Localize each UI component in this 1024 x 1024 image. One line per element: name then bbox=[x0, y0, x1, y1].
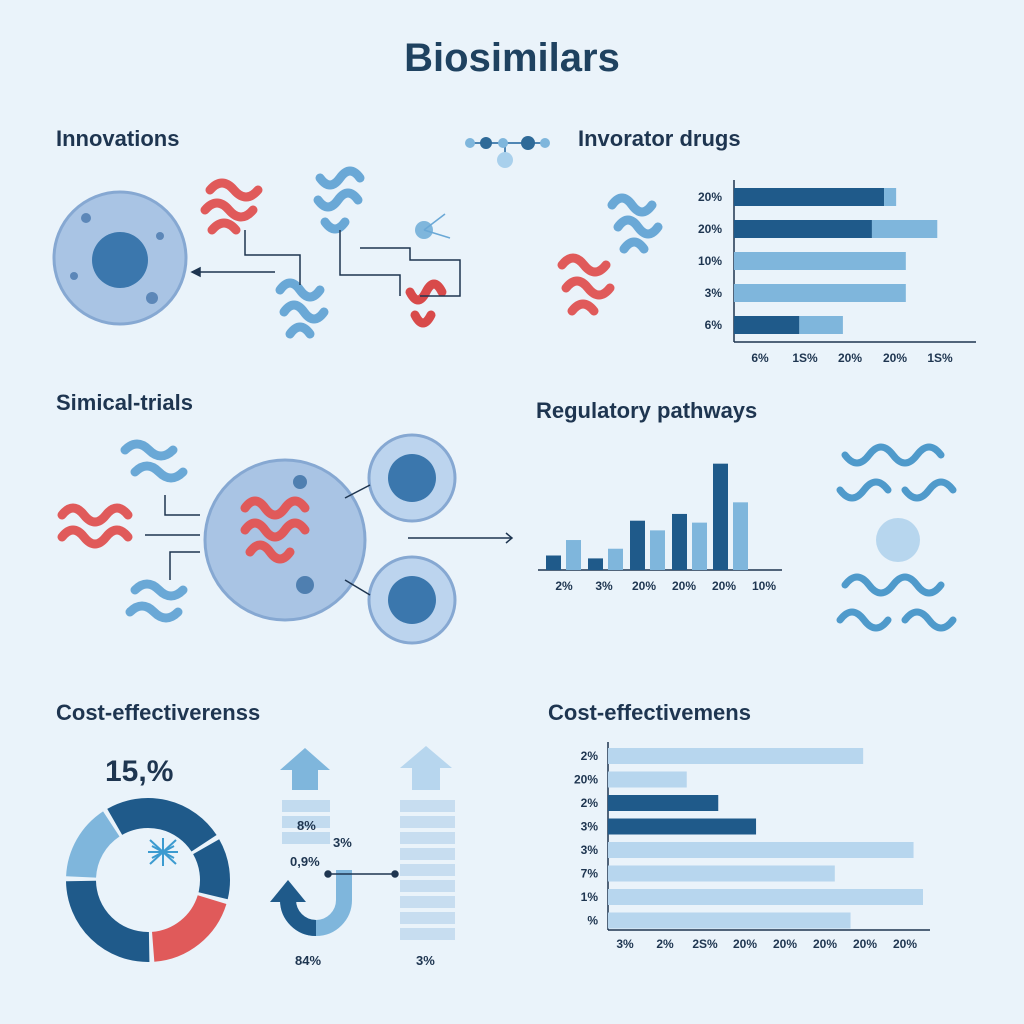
pie-slice bbox=[66, 811, 121, 879]
section-title-cost-left: Cost-effectiverenss bbox=[56, 700, 261, 725]
section-title-innovator-drugs: Invorator drugs bbox=[578, 126, 741, 151]
regulatory-molecules bbox=[836, 443, 957, 632]
pathway-lines bbox=[190, 213, 461, 297]
innov-x-tick: 20% bbox=[883, 351, 907, 365]
section-title-cost-right: Cost-effectivemens bbox=[548, 700, 751, 725]
cell-illustration bbox=[52, 190, 188, 326]
reg-x-tick: 20% bbox=[712, 579, 736, 593]
reg-bar-dark bbox=[546, 555, 561, 570]
reg-bar-light bbox=[608, 548, 623, 570]
reg-x-tick: 10% bbox=[752, 579, 776, 593]
innov-category-label: 6% bbox=[705, 318, 723, 332]
trials-illustration bbox=[57, 433, 514, 645]
cost-category-label: 3% bbox=[581, 820, 599, 834]
cost-category-label: 1% bbox=[581, 890, 599, 904]
arrow-label-1: 8% bbox=[297, 818, 316, 833]
cost-bar bbox=[608, 889, 923, 905]
innov-bar-dark bbox=[734, 220, 872, 238]
innov-category-label: 3% bbox=[705, 286, 723, 300]
pie-slice bbox=[192, 839, 230, 900]
cost-bar bbox=[608, 842, 914, 858]
reg-bar-dark bbox=[630, 520, 645, 570]
innov-x-tick: 1S% bbox=[792, 351, 818, 365]
starburst-icon bbox=[148, 838, 178, 866]
regulatory-center-circle bbox=[876, 518, 920, 562]
reg-bar-light bbox=[650, 530, 665, 570]
innov-category-label: 20% bbox=[698, 222, 722, 236]
innov-x-tick: 1S% bbox=[927, 351, 953, 365]
drug-proteins bbox=[557, 193, 663, 316]
pie-big-value: 15,% bbox=[105, 755, 174, 788]
reg-bar-dark bbox=[672, 513, 687, 570]
section-title-trials: Simical-trials bbox=[56, 390, 193, 415]
section-title-regulatory: Regulatory pathways bbox=[536, 398, 758, 423]
reg-bar-dark bbox=[588, 558, 603, 570]
cost-x-tick: 2S% bbox=[692, 937, 718, 951]
reg-bar-light bbox=[566, 540, 581, 570]
innov-category-label: 10% bbox=[698, 254, 722, 268]
cost-category-label: 3% bbox=[581, 843, 599, 857]
cost-x-tick: 20% bbox=[893, 937, 917, 951]
protein-illustrations bbox=[200, 166, 447, 339]
pie-slice bbox=[151, 894, 227, 962]
arrow-stack-left bbox=[280, 748, 330, 844]
innov-category-label: 20% bbox=[698, 190, 722, 204]
reg-x-tick: 2% bbox=[555, 579, 573, 593]
cost-category-label: 2% bbox=[581, 796, 599, 810]
cost-category-label: 20% bbox=[574, 773, 598, 787]
cost-x-tick: 20% bbox=[773, 937, 797, 951]
cost-x-tick: 20% bbox=[853, 937, 877, 951]
connector-line bbox=[324, 870, 399, 878]
cost-x-tick: 20% bbox=[733, 937, 757, 951]
cost-x-tick: 20% bbox=[813, 937, 837, 951]
arrow-label-3: 0,9% bbox=[290, 854, 320, 869]
pie-slice bbox=[107, 798, 217, 853]
arrow-label-2: 3% bbox=[333, 835, 352, 850]
cost-bar bbox=[608, 818, 757, 835]
reg-x-tick: 20% bbox=[672, 579, 696, 593]
page-title: Biosimilars bbox=[404, 36, 620, 80]
reg-x-tick: 20% bbox=[632, 579, 656, 593]
section-title-innovations: Innovations bbox=[56, 126, 180, 151]
cost-x-tick: 3% bbox=[616, 937, 634, 951]
cost-category-label: 2% bbox=[581, 749, 599, 763]
pie-slice bbox=[66, 880, 150, 962]
cost-bar bbox=[608, 795, 719, 811]
innov-bar-dark bbox=[734, 188, 885, 206]
innov-bar-light bbox=[799, 316, 843, 334]
innov-x-tick: 20% bbox=[838, 351, 862, 365]
cost-bar bbox=[608, 912, 851, 929]
cost-category-label: 7% bbox=[581, 867, 599, 881]
cost-x-tick: 2% bbox=[656, 937, 674, 951]
innov-bar-light bbox=[734, 284, 906, 302]
molecule-icon bbox=[465, 136, 550, 168]
reg-bar-light bbox=[692, 522, 707, 570]
u-turn-arrow-icon bbox=[270, 870, 352, 936]
reg-bar-dark bbox=[713, 463, 728, 570]
arrow-label-4: 84% bbox=[295, 953, 322, 968]
reg-x-tick: 3% bbox=[595, 579, 613, 593]
innov-x-tick: 6% bbox=[751, 351, 769, 365]
arrow-label-5: 3% bbox=[416, 953, 435, 968]
cost-bar bbox=[608, 865, 835, 882]
cost-category-label: % bbox=[587, 914, 598, 928]
arrow-stack-right bbox=[400, 746, 455, 940]
innov-bar-dark bbox=[734, 316, 800, 334]
cost-bar bbox=[608, 748, 864, 764]
innov-bar-light bbox=[734, 252, 906, 270]
innov-bar-light bbox=[884, 188, 897, 206]
cost-bar bbox=[608, 771, 687, 788]
innov-bar-light bbox=[871, 220, 938, 238]
reg-bar-light bbox=[733, 502, 748, 570]
